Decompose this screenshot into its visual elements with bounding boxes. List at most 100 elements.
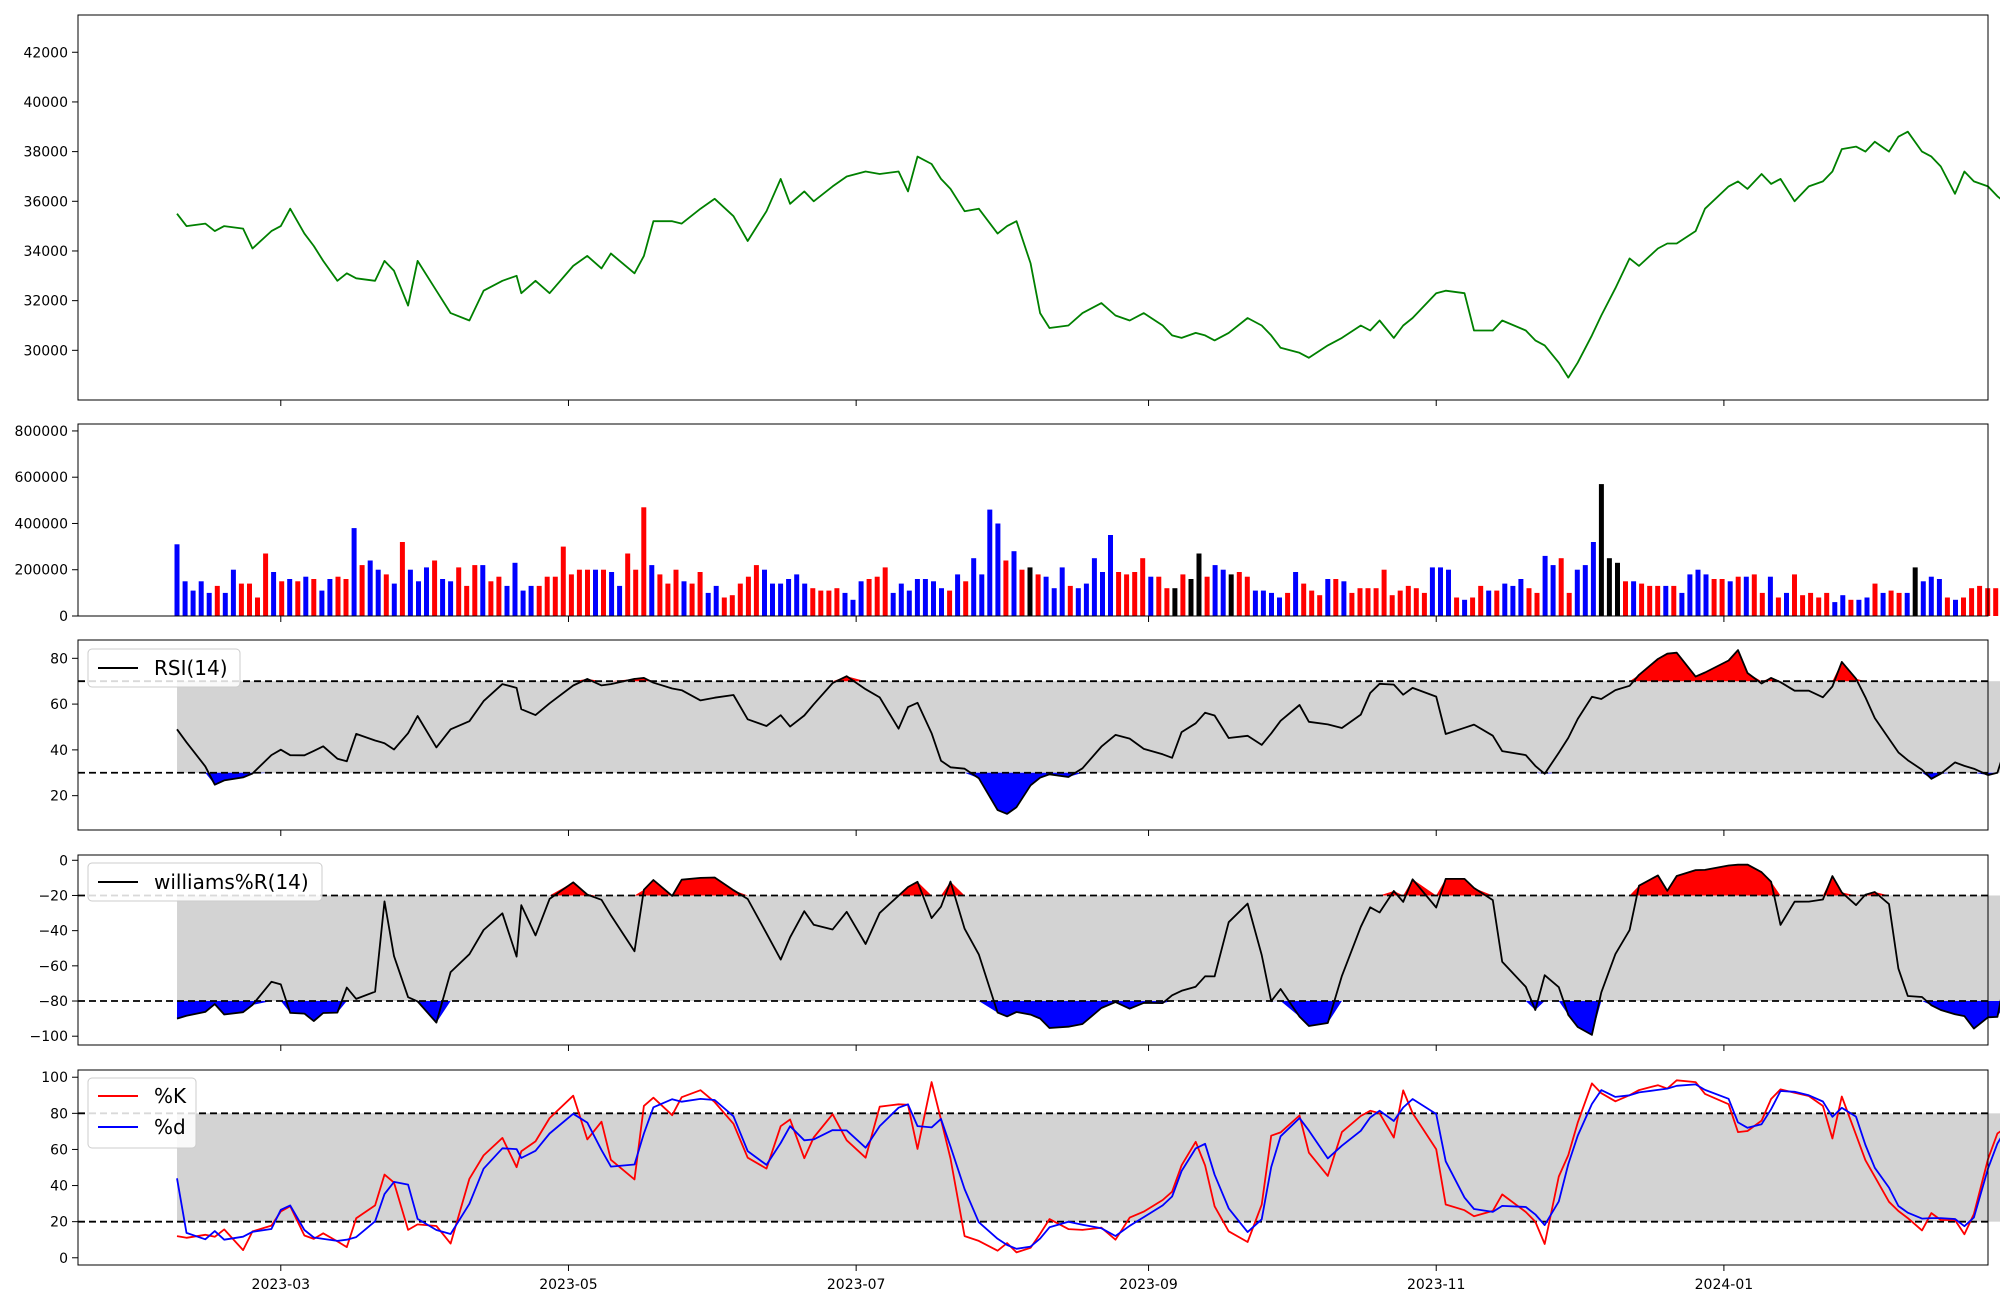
- y-tick-label: 30000: [23, 343, 68, 359]
- volume-bar: [335, 576, 341, 616]
- volume-bar: [1075, 588, 1081, 616]
- volume-bar: [585, 569, 590, 616]
- volume-bar: [1792, 574, 1797, 616]
- volume-bar: [1059, 567, 1065, 616]
- volume-bar: [1848, 599, 1854, 616]
- volume-bar: [1663, 585, 1669, 616]
- volume-bar: [810, 588, 816, 616]
- volume-bar: [939, 588, 944, 616]
- volume-bar: [689, 583, 695, 616]
- volume-bar: [1856, 599, 1862, 616]
- volume-bar: [448, 581, 454, 616]
- volume-bar: [1977, 585, 1983, 616]
- series-line: [176, 649, 2000, 815]
- volume-bar: [1244, 576, 1250, 616]
- volume-bar: [552, 576, 558, 616]
- volume-bar: [190, 590, 196, 616]
- volume-bar: [416, 581, 421, 616]
- volume-bar: [1574, 569, 1580, 616]
- rsi-legend-box: [87, 648, 241, 688]
- x-tick-label: 2023-07: [827, 1277, 886, 1293]
- volume-bar: [1679, 592, 1685, 616]
- volume-bar: [1003, 560, 1009, 616]
- volume-bar: [697, 572, 703, 616]
- volume-bar: [1526, 588, 1532, 616]
- volume-bar: [890, 592, 896, 616]
- stochastic-y-ticks: 0 20 40 60 80 100: [41, 1070, 78, 1267]
- volume-bar: [1124, 574, 1130, 616]
- williams-r-marks: [78, 863, 2000, 1036]
- volume-bar: [1912, 567, 1918, 616]
- volume-bar: [601, 569, 606, 616]
- volume-bar: [1751, 574, 1757, 616]
- volume-bar: [496, 576, 502, 616]
- volume-bar: [1043, 576, 1049, 616]
- band-fill: [177, 1113, 2000, 1222]
- volume-bar: [1116, 572, 1122, 616]
- volume-bar: [1188, 579, 1194, 616]
- volume-bar: [222, 592, 228, 616]
- volume-bar: [987, 509, 993, 616]
- volume-bar: [432, 560, 438, 616]
- volume-bar: [1920, 581, 1926, 616]
- y-tick-label: 800000: [15, 424, 68, 440]
- volume-bar: [1365, 588, 1371, 616]
- volume-bar: [753, 565, 759, 616]
- volume-bar: [898, 583, 904, 616]
- volume-bar: [303, 576, 309, 616]
- volume-bar: [1953, 599, 1958, 616]
- volume-bar: [1397, 590, 1403, 616]
- volume-bar: [1172, 588, 1178, 616]
- volume-bar: [456, 567, 462, 616]
- volume-bar: [1518, 579, 1524, 616]
- volume-bar: [174, 544, 180, 616]
- volume-bar: [906, 590, 912, 616]
- volume-bar: [947, 590, 953, 616]
- volume-bar: [657, 574, 663, 616]
- rsi-y-ticks: 20 40 60 80: [50, 651, 78, 805]
- volume-bar: [1164, 588, 1170, 616]
- volume-bar: [271, 572, 277, 616]
- volume-bar: [737, 583, 743, 616]
- volume-bar: [1309, 590, 1315, 616]
- volume-bar: [1993, 588, 1999, 616]
- volume-bar: [681, 581, 687, 616]
- volume-bar: [1808, 592, 1814, 616]
- volume-bar: [1623, 581, 1628, 616]
- volume-bar: [842, 592, 848, 616]
- volume-bar: [1293, 572, 1299, 616]
- volume-bar: [214, 585, 220, 616]
- stochastic-legend: %K %d: [87, 1077, 197, 1149]
- volume-bar: [1083, 583, 1089, 616]
- series-line: [176, 1083, 2000, 1250]
- volume-bar: [182, 581, 188, 616]
- price-axes-frame: [77, 14, 1989, 401]
- volume-bar: [1703, 574, 1709, 616]
- volume-bar: [1816, 597, 1822, 616]
- volume-bar: [1438, 567, 1443, 616]
- x-tick-label: 2024-01: [1695, 1277, 1754, 1293]
- volume-bar: [198, 581, 204, 616]
- volume-bar: [818, 590, 824, 616]
- volume-bar: [1695, 569, 1701, 616]
- volume-bar: [979, 574, 985, 616]
- volume-bar: [617, 585, 623, 616]
- y-tick-label: 34000: [23, 244, 68, 260]
- volume-bar: [279, 581, 285, 616]
- volume-bar: [1727, 581, 1733, 616]
- volume-bar: [1035, 574, 1041, 616]
- volume-bar: [1325, 579, 1331, 616]
- volume-bar: [1582, 565, 1588, 616]
- volume-bar: [1896, 592, 1902, 616]
- x-tick-label: 2023-09: [1119, 1277, 1178, 1293]
- volume-bar: [375, 569, 381, 616]
- volume-bar: [1429, 567, 1435, 616]
- volume-bar: [1108, 535, 1113, 616]
- volume-bar: [1357, 588, 1363, 616]
- volume-bar: [544, 576, 550, 616]
- y-tick-label: 60: [50, 697, 68, 713]
- volume-bar: [729, 595, 735, 616]
- volume-bar: [351, 528, 357, 616]
- volume-bar: [762, 569, 767, 616]
- volume-axes-frame: [77, 423, 1989, 617]
